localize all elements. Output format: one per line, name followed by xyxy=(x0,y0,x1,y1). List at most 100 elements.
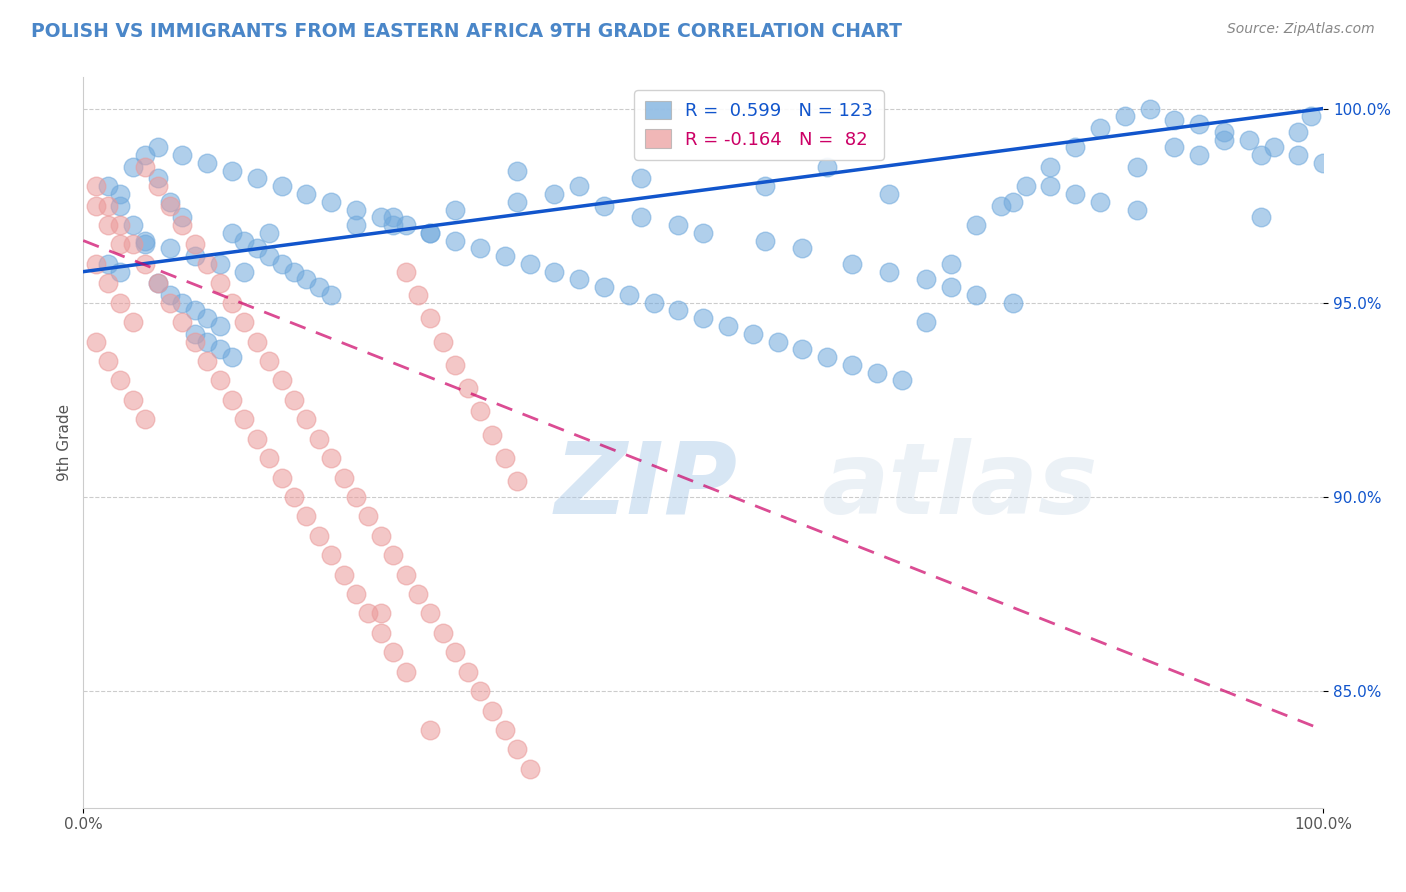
Point xyxy=(308,529,330,543)
Point xyxy=(568,272,591,286)
Point xyxy=(110,265,132,279)
Point xyxy=(84,334,107,349)
Point xyxy=(1250,211,1272,225)
Point xyxy=(419,311,441,326)
Point xyxy=(754,179,776,194)
Point xyxy=(506,194,529,209)
Point xyxy=(370,607,392,621)
Point xyxy=(506,163,529,178)
Point xyxy=(370,626,392,640)
Point xyxy=(444,358,467,372)
Point xyxy=(84,179,107,194)
Point xyxy=(1299,109,1322,123)
Point xyxy=(184,303,207,318)
Point xyxy=(270,373,292,387)
Point xyxy=(246,432,269,446)
Point xyxy=(877,265,900,279)
Point xyxy=(468,684,491,698)
Point xyxy=(195,311,218,326)
Point xyxy=(494,249,516,263)
Point xyxy=(184,326,207,341)
Point xyxy=(766,334,789,349)
Point xyxy=(419,226,441,240)
Point xyxy=(97,257,120,271)
Point xyxy=(195,257,218,271)
Point xyxy=(941,280,963,294)
Point xyxy=(208,257,231,271)
Point xyxy=(110,218,132,232)
Point xyxy=(593,199,616,213)
Point xyxy=(382,211,405,225)
Point xyxy=(792,241,814,255)
Point xyxy=(815,160,838,174)
Point xyxy=(172,211,194,225)
Point xyxy=(84,199,107,213)
Point xyxy=(97,199,120,213)
Point xyxy=(221,295,243,310)
Point xyxy=(134,237,156,252)
Point xyxy=(259,451,281,466)
Point xyxy=(432,626,454,640)
Point xyxy=(172,218,194,232)
Point xyxy=(506,742,529,756)
Point xyxy=(246,241,269,255)
Point xyxy=(1163,113,1185,128)
Point xyxy=(1064,186,1087,201)
Point xyxy=(1039,160,1062,174)
Point xyxy=(792,343,814,357)
Point xyxy=(184,334,207,349)
Point xyxy=(1188,117,1211,131)
Point xyxy=(233,315,256,329)
Point xyxy=(444,202,467,217)
Point xyxy=(146,277,169,291)
Point xyxy=(122,315,145,329)
Point xyxy=(395,567,418,582)
Point xyxy=(259,354,281,368)
Point xyxy=(246,171,269,186)
Point xyxy=(754,234,776,248)
Point xyxy=(195,334,218,349)
Point xyxy=(259,249,281,263)
Point xyxy=(630,171,652,186)
Point xyxy=(357,509,380,524)
Point xyxy=(270,470,292,484)
Point xyxy=(370,211,392,225)
Text: Source: ZipAtlas.com: Source: ZipAtlas.com xyxy=(1227,22,1375,37)
Point xyxy=(195,354,218,368)
Point xyxy=(1002,194,1025,209)
Point xyxy=(568,179,591,194)
Point xyxy=(444,645,467,659)
Point xyxy=(159,199,181,213)
Point xyxy=(468,241,491,255)
Point xyxy=(184,249,207,263)
Point xyxy=(481,704,503,718)
Point xyxy=(1213,132,1236,146)
Point xyxy=(134,160,156,174)
Point xyxy=(295,509,318,524)
Y-axis label: 9th Grade: 9th Grade xyxy=(58,404,72,481)
Point xyxy=(841,257,863,271)
Point xyxy=(221,226,243,240)
Point xyxy=(841,358,863,372)
Point xyxy=(965,218,987,232)
Point xyxy=(457,381,479,395)
Point xyxy=(97,277,120,291)
Point xyxy=(159,241,181,255)
Point xyxy=(1088,120,1111,135)
Point xyxy=(630,211,652,225)
Point xyxy=(419,723,441,737)
Point xyxy=(382,645,405,659)
Point xyxy=(1288,125,1310,139)
Point xyxy=(382,218,405,232)
Point xyxy=(382,548,405,562)
Point xyxy=(97,354,120,368)
Point xyxy=(84,257,107,271)
Point xyxy=(283,265,305,279)
Text: POLISH VS IMMIGRANTS FROM EASTERN AFRICA 9TH GRADE CORRELATION CHART: POLISH VS IMMIGRANTS FROM EASTERN AFRICA… xyxy=(31,22,901,41)
Point xyxy=(159,194,181,209)
Point xyxy=(134,412,156,426)
Point xyxy=(295,412,318,426)
Point xyxy=(1039,179,1062,194)
Point xyxy=(270,257,292,271)
Point xyxy=(1002,295,1025,310)
